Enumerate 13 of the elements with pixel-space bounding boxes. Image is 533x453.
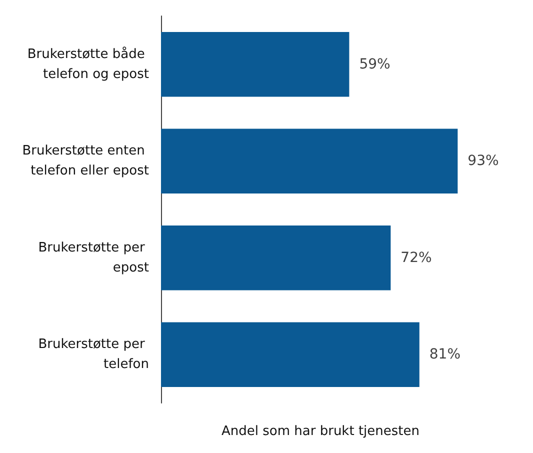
bar bbox=[161, 225, 391, 290]
data-label: 81% bbox=[429, 346, 461, 363]
y-tick-label: Brukerstøtte per telefon bbox=[38, 337, 149, 372]
data-label: 72% bbox=[400, 250, 432, 266]
bar bbox=[161, 322, 420, 388]
y-tick-label: Brukerstøtte enten telefon eller epost bbox=[22, 144, 149, 179]
bar bbox=[161, 32, 350, 97]
bar bbox=[161, 128, 458, 194]
data-label: 59% bbox=[359, 56, 390, 72]
x-axis-title: Andel som har brukt tjenesten bbox=[222, 424, 420, 439]
data-label: 93% bbox=[468, 153, 499, 170]
y-tick-label: Brukerstøtte både telefon og epost bbox=[27, 46, 149, 82]
y-tick-label: Brukerstøtte per epost bbox=[38, 240, 149, 276]
